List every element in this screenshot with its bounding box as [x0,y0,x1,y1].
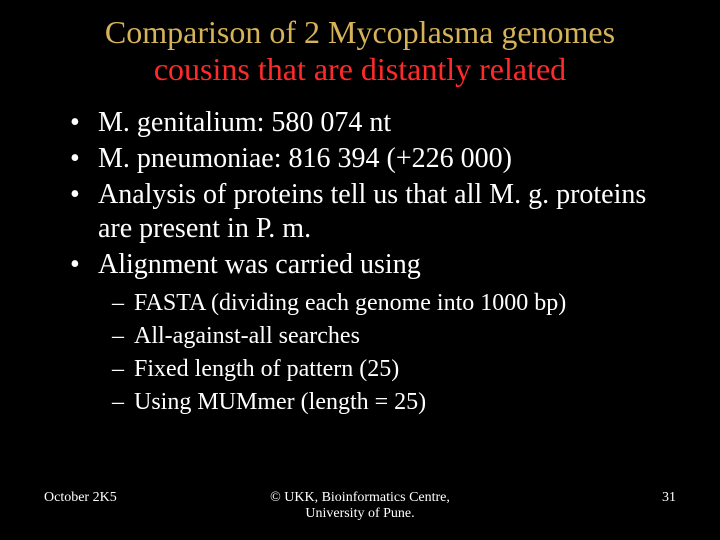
footer-center-line-1: © UKK, Bioinformatics Centre, [270,490,450,505]
footer-date: October 2K5 [44,490,184,506]
bullet-item: M. pneumoniae: 816 394 (+226 000) [70,142,680,176]
slide-title: Comparison of 2 Mycoplasma genomes cousi… [40,14,680,88]
slide: Comparison of 2 Mycoplasma genomes cousi… [0,0,720,540]
sub-bullet-item: FASTA (dividing each genome into 1000 bp… [112,288,680,319]
slide-footer: October 2K5 © UKK, Bioinformatics Centre… [0,490,720,522]
sub-bullet-text: All-against-all searches [134,323,360,349]
bullet-text: M. genitalium: 580 074 nt [98,107,391,138]
bullet-item: Analysis of proteins tell us that all M.… [70,178,680,246]
title-line-1: Comparison of 2 Mycoplasma genomes [105,14,615,50]
sub-bullet-text: FASTA (dividing each genome into 1000 bp… [134,290,566,316]
bullet-item: Alignment was carried using [70,248,680,282]
footer-attribution: © UKK, Bioinformatics Centre, University… [184,490,536,522]
footer-center-line-2: University of Pune. [305,506,414,521]
bullet-list: M. genitalium: 580 074 nt M. pneumoniae:… [40,106,680,283]
sub-bullet-list: FASTA (dividing each genome into 1000 bp… [40,288,680,417]
sub-bullet-text: Using MUMmer (length = 25) [134,389,426,415]
title-line-2: cousins that are distantly related [154,51,566,87]
footer-page-number: 31 [536,490,676,506]
bullet-text: Analysis of proteins tell us that all M.… [98,179,646,244]
sub-bullet-text: Fixed length of pattern (25) [134,356,399,382]
sub-bullet-item: Using MUMmer (length = 25) [112,387,680,418]
sub-bullet-item: All-against-all searches [112,321,680,352]
bullet-text: M. pneumoniae: 816 394 (+226 000) [98,143,512,174]
sub-bullet-item: Fixed length of pattern (25) [112,354,680,385]
bullet-item: M. genitalium: 580 074 nt [70,106,680,140]
bullet-text: Alignment was carried using [98,249,421,280]
